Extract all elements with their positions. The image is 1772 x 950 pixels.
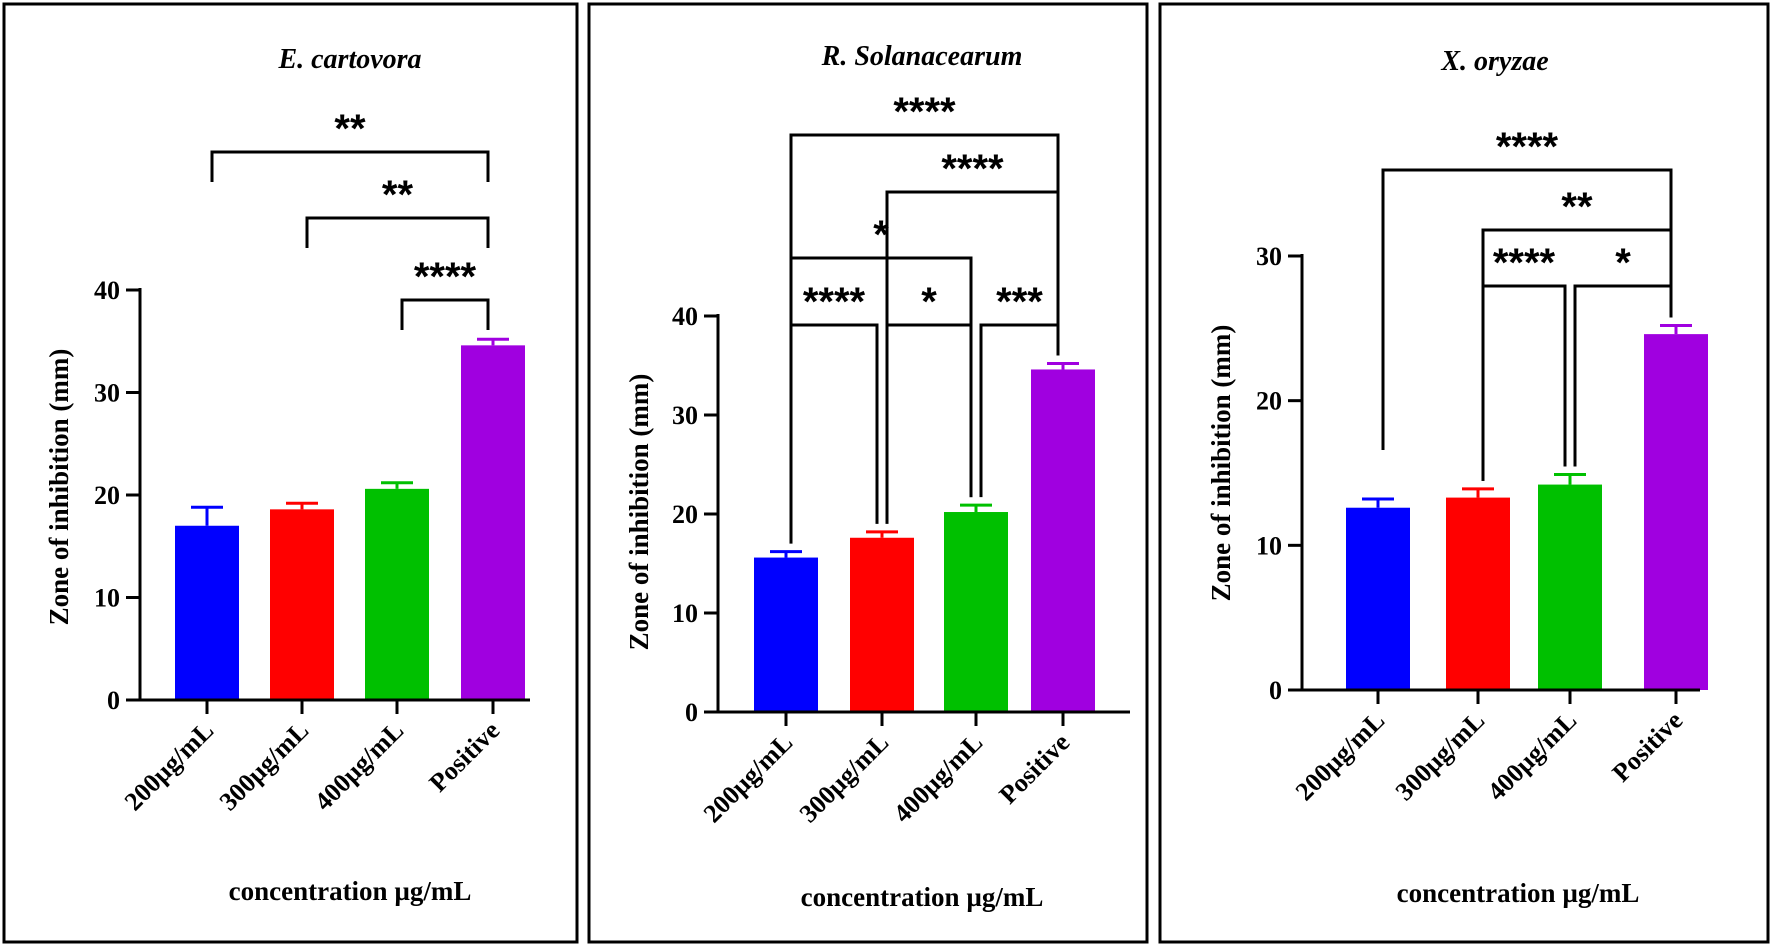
significance-label: **** [414,255,477,299]
y-axis-label: Zone of inhibition (mm) [44,349,74,626]
significance-bracket [1481,284,1567,481]
panel-x-oryzae: X. oryzae Zone of inhibition (mm) concen… [1158,2,1770,944]
significance-bracket [789,323,879,544]
bar [461,345,525,700]
significance-bracket [1381,168,1673,450]
bar [1031,369,1095,712]
y-tick-label: 40 [94,276,120,305]
y-tick-label: 0 [107,686,120,715]
y-tick-label: 30 [94,379,120,408]
bar [175,525,239,700]
significance-label: **** [893,90,956,134]
significance-label: * [1615,241,1631,285]
panel-frame [1158,2,1770,944]
significance-bracket [210,150,490,182]
significance-label: **** [1493,241,1556,285]
bar [754,557,818,712]
x-tick-label: 400µg/mL [309,716,410,817]
panel-e-cartovora: E. cartovora Zone of inhibition (mm) con… [2,2,579,944]
x-tick-label: Positive [1606,706,1688,788]
x-tick-label: 300µg/mL [1390,706,1491,807]
x-tick-label: Positive [423,716,505,798]
x-tick-label: 200µg/mL [1290,706,1391,807]
y-tick-label: 20 [94,481,120,510]
bar [365,488,429,700]
bar [1346,507,1410,690]
bar [270,509,334,700]
panel-r-solanacearum: R. Solanacearum Zone of inhibition (mm) … [587,2,1149,944]
significance-label: **** [941,147,1004,191]
significance-label: ** [1561,185,1593,229]
significance-label: ** [334,107,366,151]
y-tick-label: 0 [685,698,698,727]
significance-label: * [873,213,889,257]
x-axis-label: concentration µg/mL [229,876,472,906]
x-tick-label: 200µg/mL [698,728,799,829]
bar [850,537,914,712]
chart-title: E. cartovora [277,44,421,75]
significance-bracket [885,323,973,524]
bar [944,512,1008,712]
panel-frame [2,2,579,944]
y-axis-label: Zone of inhibition (mm) [624,374,654,651]
chart-title: X. oryzae [1440,46,1548,77]
significance-label: * [921,280,937,324]
significance-label: **** [1496,125,1559,169]
significance-label: **** [803,280,866,324]
x-axis-label: concentration µg/mL [801,882,1044,912]
x-tick-label: 200µg/mL [119,716,220,817]
x-tick-label: 300µg/mL [214,716,315,817]
x-tick-label: 400µg/mL [888,728,989,829]
y-tick-label: 40 [672,302,698,331]
x-axis-label: concentration µg/mL [1397,878,1640,908]
significance-bracket [789,133,1060,415]
significance-label: *** [996,280,1043,324]
y-tick-label: 20 [672,500,698,529]
x-tick-label: Positive [993,728,1075,810]
significance-bracket [400,298,490,330]
bar [1538,484,1602,690]
y-axis-label: Zone of inhibition (mm) [1206,325,1236,602]
x-tick-label: 300µg/mL [794,728,895,829]
significance-label: ** [382,173,414,217]
y-tick-label: 30 [672,401,698,430]
y-tick-label: 0 [1269,676,1282,705]
y-tick-label: 10 [94,584,120,613]
panel-frame [587,2,1149,944]
x-tick-label: 400µg/mL [1482,706,1583,807]
significance-bracket [305,216,490,248]
y-tick-label: 10 [672,599,698,628]
chart-title: R. Solanacearum [821,41,1023,72]
y-tick-label: 10 [1256,531,1282,560]
bar [1644,334,1708,690]
bar [1446,497,1510,690]
y-tick-label: 20 [1256,387,1282,416]
y-tick-label: 30 [1256,242,1282,271]
